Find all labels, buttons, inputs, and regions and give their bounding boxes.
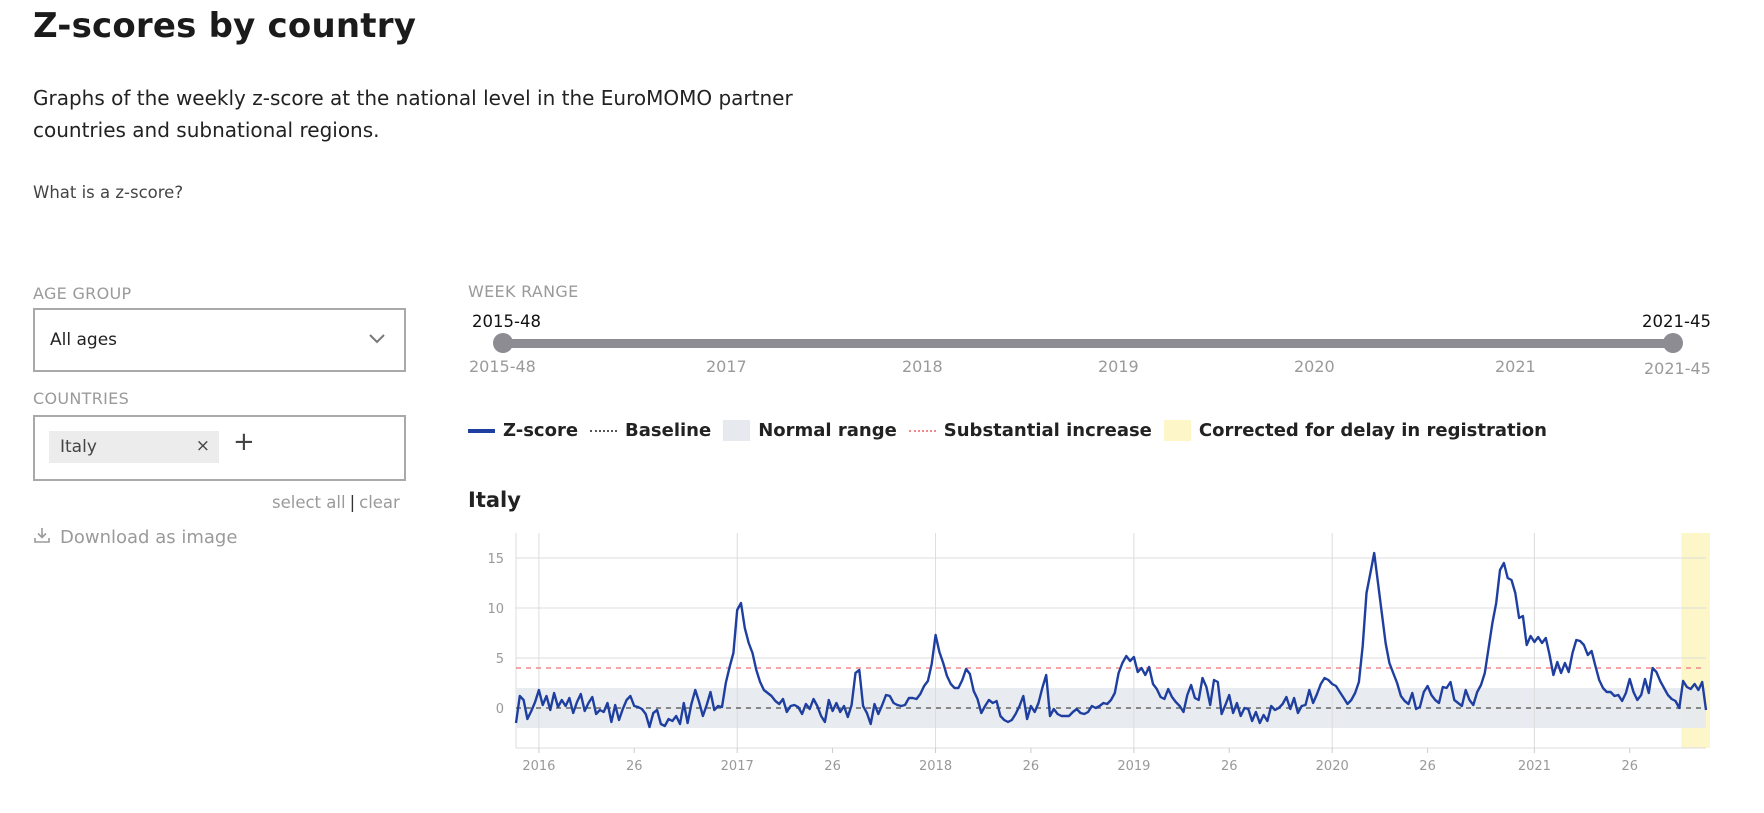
normal-range-swatch xyxy=(723,420,751,441)
range-start-handle[interactable] xyxy=(493,333,513,353)
y-tick-label: 15 xyxy=(487,552,504,567)
x-tick-label: 2018 xyxy=(919,759,952,774)
substantial-swatch xyxy=(908,429,936,432)
remove-country-button[interactable]: × xyxy=(195,436,210,456)
country-chip-italy: Italy × xyxy=(49,431,219,463)
y-tick-label: 0 xyxy=(496,702,504,717)
x-tick-label: 2021 xyxy=(1518,759,1551,774)
chart-title: Italy xyxy=(468,488,521,512)
x-tick-label: 26 xyxy=(1221,759,1238,774)
range-tick: 2021 xyxy=(1495,357,1536,376)
legend-substantial-label: Substantial increase xyxy=(943,420,1152,441)
legend-zscore[interactable]: Z-score xyxy=(468,420,578,441)
download-image-button[interactable]: Download as image xyxy=(33,526,237,549)
zscore-line[interactable] xyxy=(514,551,1708,729)
age-group-select[interactable]: All ages xyxy=(33,308,406,372)
legend-corrected[interactable]: Corrected for delay in registration xyxy=(1163,420,1547,441)
x-tick-label: 2019 xyxy=(1117,759,1150,774)
page-title: Z-scores by country xyxy=(33,6,417,46)
x-tick-label: 26 xyxy=(824,759,841,774)
range-tick: 2018 xyxy=(902,357,943,376)
range-end-handle[interactable] xyxy=(1663,333,1683,353)
select-all-link[interactable]: select all xyxy=(272,493,346,512)
x-tick-label: 26 xyxy=(1419,759,1436,774)
x-tick-label: 26 xyxy=(626,759,643,774)
age-group-label: AGE GROUP xyxy=(33,284,132,303)
range-tick: 2017 xyxy=(706,357,747,376)
x-tick-label: 26 xyxy=(1023,759,1040,774)
legend-baseline-label: Baseline xyxy=(625,420,712,441)
y-tick-label: 5 xyxy=(496,652,504,667)
clear-link[interactable]: clear xyxy=(359,493,400,512)
x-tick-label: 2017 xyxy=(721,759,754,774)
page-description: Graphs of the weekly z-score at the nati… xyxy=(33,86,793,142)
range-end-value: 2021-45 xyxy=(1642,312,1711,331)
legend-baseline[interactable]: Baseline xyxy=(590,420,711,441)
download-icon xyxy=(33,526,51,549)
week-range-track[interactable] xyxy=(503,339,1673,348)
range-tick: 2015-48 xyxy=(469,357,536,376)
x-tick-label: 2016 xyxy=(522,759,555,774)
week-range-label: WEEK RANGE xyxy=(468,282,579,301)
chart-legend: Z-score Baseline Normal range Substantia… xyxy=(468,420,1559,441)
corrected-swatch xyxy=(1163,420,1191,441)
countries-multiselect[interactable]: Italy × + xyxy=(33,415,406,481)
age-group-value: All ages xyxy=(50,330,118,350)
legend-zscore-label: Z-score xyxy=(503,420,579,441)
chevron-down-icon xyxy=(368,330,386,349)
legend-normal-range[interactable]: Normal range xyxy=(723,420,897,441)
legend-corrected-label: Corrected for delay in registration xyxy=(1198,420,1547,441)
country-chip-label: Italy xyxy=(60,437,97,457)
add-country-button[interactable]: + xyxy=(233,427,255,457)
range-tick: 2021-45 xyxy=(1644,359,1711,378)
baseline-swatch xyxy=(590,429,618,432)
range-tick: 2019 xyxy=(1098,357,1139,376)
select-controls: select all | clear xyxy=(272,493,400,512)
legend-substantial[interactable]: Substantial increase xyxy=(908,420,1152,441)
x-tick-label: 2020 xyxy=(1316,759,1349,774)
y-tick-label: 10 xyxy=(487,602,504,617)
range-start-value: 2015-48 xyxy=(472,312,541,331)
range-tick: 2020 xyxy=(1294,357,1335,376)
x-tick-label: 26 xyxy=(1621,759,1638,774)
separator: | xyxy=(349,493,356,512)
zscore-swatch xyxy=(468,428,495,433)
download-label: Download as image xyxy=(60,527,238,548)
what-is-z-score-link[interactable]: What is a z-score? xyxy=(33,183,184,202)
countries-label: COUNTRIES xyxy=(33,389,130,408)
legend-normal-range-label: Normal range xyxy=(758,420,897,441)
